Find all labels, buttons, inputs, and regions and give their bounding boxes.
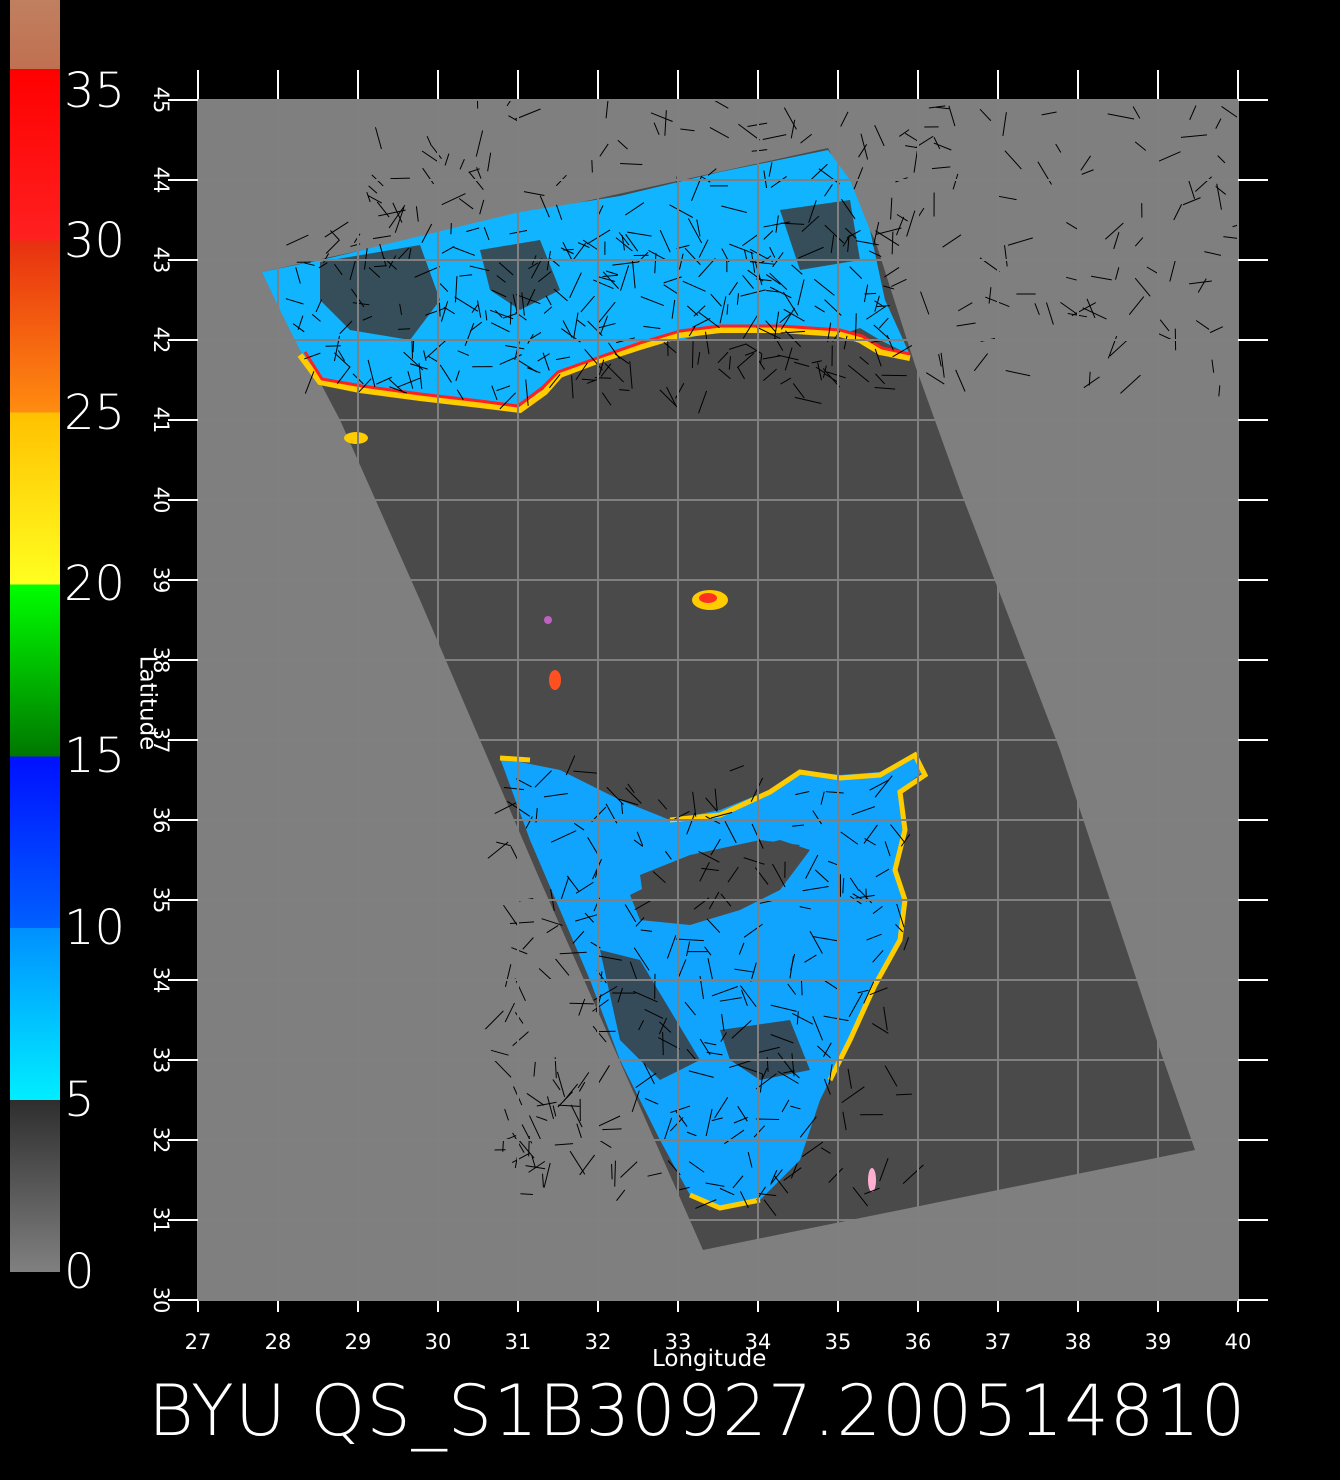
x-tick-label: 28 [264, 1330, 292, 1354]
y-tick-label: 39 [149, 566, 173, 594]
y-tick-label: 40 [149, 486, 173, 514]
x-tick-label: 40 [1224, 1330, 1252, 1354]
x-tick-label: 27 [184, 1330, 212, 1354]
colorbar [10, 0, 60, 1272]
colorbar-tick-label: 20 [64, 556, 126, 613]
y-tick-label: 35 [149, 886, 173, 914]
y-tick-label: 33 [149, 1046, 173, 1074]
x-tick-label: 32 [584, 1330, 612, 1354]
x-tick-label: 29 [344, 1330, 372, 1354]
mediterranean-coast-band [499, 751, 929, 1211]
y-tick-label: 36 [149, 806, 173, 834]
colorbar-tick-label: 15 [64, 728, 126, 785]
y-tick-label: 44 [149, 166, 173, 194]
y-tick-label: 41 [149, 406, 173, 434]
colorbar-tick-label: 25 [64, 384, 126, 441]
colorbar-tick-label: 35 [64, 62, 126, 119]
colorbar-tick-label: 30 [64, 212, 126, 269]
y-tick-label: 45 [149, 86, 173, 114]
x-tick-label: 35 [824, 1330, 852, 1354]
x-tick-label: 36 [904, 1330, 932, 1354]
x-tick-label: 30 [424, 1330, 452, 1354]
x-tick-label: 37 [984, 1330, 1012, 1354]
y-tick-label: 32 [149, 1126, 173, 1154]
y-axis-label: Latitude [134, 655, 161, 751]
image-title: BYU QS_S1B30927.200514810 [148, 1370, 1247, 1452]
colorbar-tick-label: 10 [64, 900, 126, 957]
y-tick-label: 42 [149, 326, 173, 354]
black-sea-wind-field [262, 150, 910, 410]
x-tick-label: 31 [504, 1330, 532, 1354]
x-axis-label: Longitude [652, 1346, 767, 1372]
satellite-swath [262, 148, 1195, 1250]
lat-lon-grid [168, 70, 1268, 1312]
y-tick-label: 43 [149, 246, 173, 274]
mediterranean-wind-field [500, 755, 925, 1208]
y-tick-label: 34 [149, 966, 173, 994]
colorbar-tick-label: 0 [64, 1244, 95, 1300]
x-tick-label: 34 [744, 1330, 772, 1354]
black-sea-dark-patches [320, 200, 860, 340]
y-tick-label: 31 [149, 1206, 173, 1234]
x-tick-label: 38 [1064, 1330, 1092, 1354]
coastal-artifacts [344, 432, 876, 1192]
x-tick-label: 33 [664, 1330, 692, 1354]
y-tick-label: 30 [149, 1286, 173, 1314]
x-tick-label: 39 [1144, 1330, 1172, 1354]
colorbar-tick-label: 5 [64, 1072, 95, 1129]
